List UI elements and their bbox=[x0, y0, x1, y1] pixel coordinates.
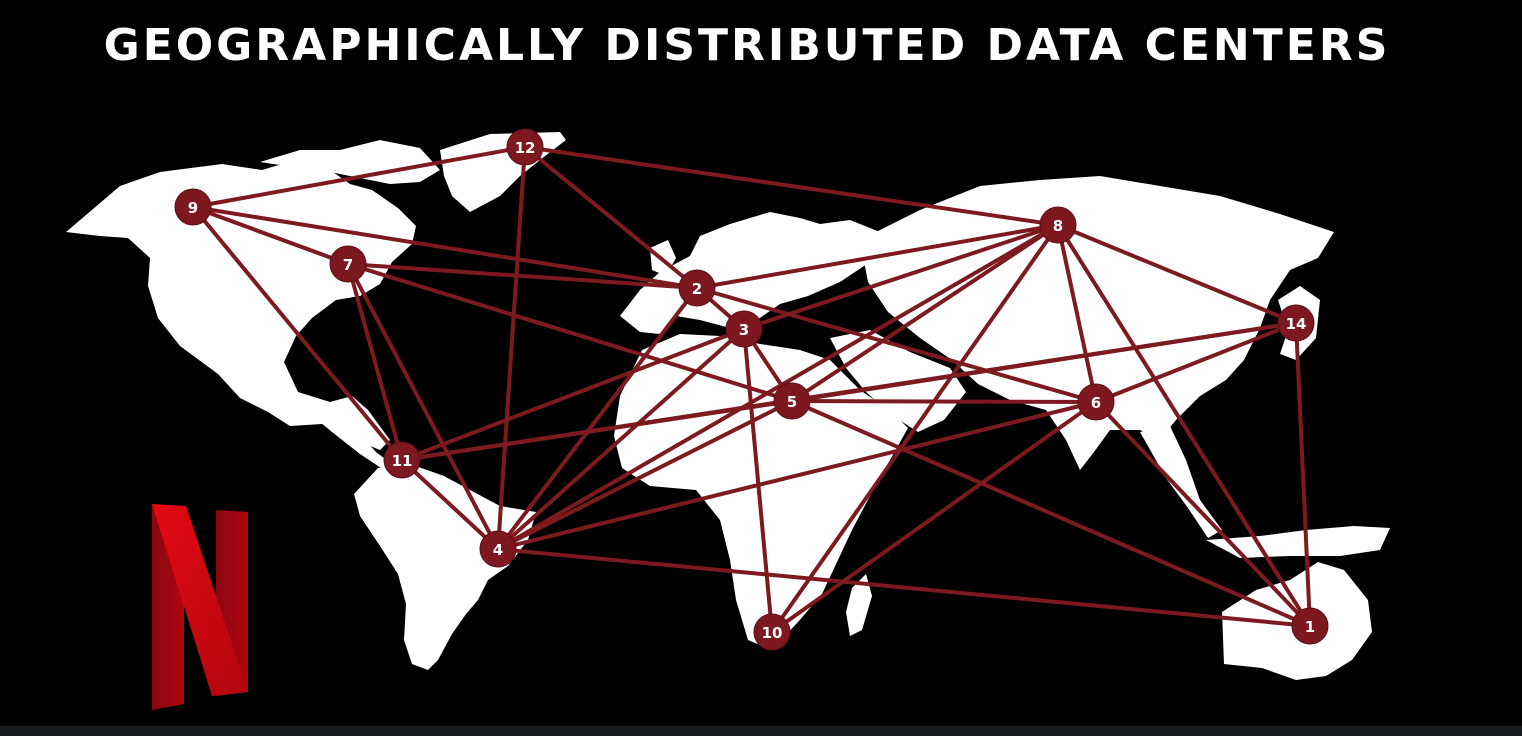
connection-6-14 bbox=[1094, 321, 1298, 404]
connection-12-2 bbox=[523, 145, 699, 290]
landmass-greenland bbox=[440, 132, 566, 212]
connection-5-8 bbox=[790, 223, 1060, 403]
node-label: 12 bbox=[515, 139, 536, 157]
node-label: 1 bbox=[1305, 618, 1315, 636]
connection-12-8 bbox=[523, 145, 1060, 227]
connection-6-4 bbox=[496, 400, 1098, 551]
connection-5-1 bbox=[790, 399, 1312, 628]
node-marker bbox=[383, 441, 421, 479]
connection-14-1 bbox=[1294, 321, 1312, 628]
node-label: 3 bbox=[739, 321, 749, 339]
data-center-node-14: 14 bbox=[1277, 304, 1315, 342]
bottom-bar bbox=[0, 726, 1522, 736]
node-marker bbox=[479, 530, 517, 568]
connection-8-10 bbox=[770, 223, 1060, 634]
connection-8-3 bbox=[742, 223, 1060, 331]
connection-2-4 bbox=[496, 286, 699, 551]
landmass-indonesia bbox=[1206, 526, 1390, 558]
data-center-node-3: 3 bbox=[725, 310, 763, 348]
node-marker bbox=[174, 188, 212, 226]
node-marker bbox=[1077, 383, 1115, 421]
connection-3-11 bbox=[400, 327, 746, 462]
landmass-south-america bbox=[354, 464, 536, 670]
connection-6-10 bbox=[770, 400, 1098, 634]
node-label: 11 bbox=[392, 452, 413, 470]
data-center-node-10: 10 bbox=[753, 613, 791, 651]
data-center-node-12: 12 bbox=[506, 128, 544, 166]
node-label: 9 bbox=[188, 199, 198, 217]
data-center-node-2: 2 bbox=[678, 269, 716, 307]
node-marker bbox=[1039, 206, 1077, 244]
node-label: 14 bbox=[1286, 315, 1307, 333]
connection-3-4 bbox=[496, 327, 746, 551]
data-center-node-6: 6 bbox=[1077, 383, 1115, 421]
data-center-node-11: 11 bbox=[383, 441, 421, 479]
connection-9-11 bbox=[191, 205, 404, 462]
landmass-arctic-islands bbox=[260, 140, 440, 184]
connection-5-6 bbox=[790, 399, 1098, 404]
connection-9-2 bbox=[191, 205, 699, 290]
data-center-node-7: 7 bbox=[329, 245, 367, 283]
connection-2-8 bbox=[695, 223, 1060, 290]
node-label: 7 bbox=[343, 256, 353, 274]
connection-4-1 bbox=[496, 547, 1312, 628]
world-map bbox=[66, 132, 1390, 680]
landmass-central-america bbox=[300, 394, 392, 470]
node-label: 2 bbox=[692, 280, 702, 298]
data-center-node-1: 1 bbox=[1291, 607, 1329, 645]
node-label: 8 bbox=[1053, 217, 1063, 235]
node-marker bbox=[753, 613, 791, 651]
connection-14-11 bbox=[400, 321, 1298, 462]
connection-9-12 bbox=[191, 145, 527, 209]
netflix-n-logo bbox=[152, 504, 248, 710]
node-label: 5 bbox=[787, 393, 797, 411]
connection-8-6 bbox=[1056, 223, 1098, 404]
connection-7-2 bbox=[346, 262, 699, 290]
connection-6-1 bbox=[1094, 400, 1312, 628]
node-label: 10 bbox=[762, 624, 783, 642]
landmass-madagascar bbox=[846, 574, 872, 636]
node-marker bbox=[678, 269, 716, 307]
connection-8-1 bbox=[1056, 223, 1312, 628]
node-marker bbox=[329, 245, 367, 283]
data-center-node-9: 9 bbox=[174, 188, 212, 226]
data-center-node-8: 8 bbox=[1039, 206, 1077, 244]
connection-12-4 bbox=[496, 145, 527, 551]
connection-11-4 bbox=[400, 458, 500, 551]
connection-7-5 bbox=[346, 262, 794, 403]
connection-9-7 bbox=[191, 205, 350, 266]
data-center-node-5: 5 bbox=[773, 382, 811, 420]
connection-8-14 bbox=[1056, 223, 1298, 325]
node-marker bbox=[506, 128, 544, 166]
landmass-north-america bbox=[66, 158, 416, 450]
connection-3-10 bbox=[742, 327, 774, 634]
connection-7-11 bbox=[346, 262, 404, 462]
page-title: GEOGRAPHICALLY DISTRIBUTED DATA CENTERS bbox=[103, 20, 1391, 71]
connection-5-4 bbox=[496, 399, 794, 551]
connection-4-8 bbox=[496, 223, 1060, 551]
node-marker bbox=[725, 310, 763, 348]
node-marker bbox=[773, 382, 811, 420]
connection-lines bbox=[191, 145, 1312, 634]
node-marker bbox=[1291, 607, 1329, 645]
node-marker bbox=[1277, 304, 1315, 342]
data-center-node-4: 4 bbox=[479, 530, 517, 568]
connection-2-6 bbox=[695, 286, 1098, 404]
node-label: 6 bbox=[1091, 394, 1101, 412]
connection-7-4 bbox=[346, 262, 500, 551]
node-label: 4 bbox=[493, 541, 503, 559]
